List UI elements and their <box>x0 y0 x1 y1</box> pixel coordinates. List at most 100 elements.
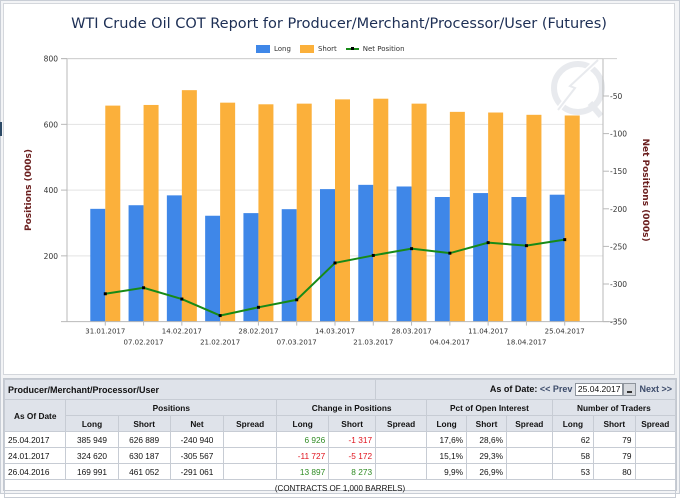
net-position-point <box>180 297 184 301</box>
table-row: 25.04.2017 385 949 626 889 -240 940 6 926 -1 … <box>3 431 677 448</box>
x-tick-label: 31.01.2017 <box>85 328 125 336</box>
net-position-point <box>448 251 452 255</box>
bar-long <box>396 186 412 322</box>
bar-short <box>335 99 350 322</box>
cell-chg-short: -1 317 <box>328 431 377 448</box>
cell-chg-spread <box>375 463 428 480</box>
table-row: 26.04.2016 169 991 461 052 -291 061 13 897 8 … <box>3 463 677 480</box>
chart-svg: 200 400 600 800 -350 -300 -250 -200 -150 -100 -50 3… <box>24 55 650 347</box>
legend-swatch-long <box>256 45 270 53</box>
subcol-header: Spread <box>375 415 428 432</box>
net-position-point <box>410 247 414 251</box>
prev-button[interactable]: << Prev <box>539 383 573 394</box>
group-positions: Positions <box>65 399 278 416</box>
cell-pct-short: 26,9% <box>466 463 507 480</box>
bar-short <box>411 103 427 322</box>
y2-tick-label: -300 <box>610 280 627 289</box>
cell-date: 25.04.2017 <box>3 431 67 448</box>
y-tick-label: 400 <box>44 186 59 195</box>
cell-date: 24.01.2017 <box>3 447 67 464</box>
y2-tick-label: -250 <box>610 242 627 251</box>
bar-long <box>511 197 527 322</box>
x-tick-label: 07.03.2017 <box>277 339 317 347</box>
net-position-point <box>563 238 567 242</box>
cell-pct-spread <box>505 431 553 448</box>
bar-long <box>434 197 450 322</box>
chart-title: WTI Crude Oil COT Report for Producer/Me… <box>71 16 607 32</box>
cell-net: -291 061 <box>169 463 225 480</box>
cell-short: 630 187 <box>117 447 171 464</box>
bar-short <box>105 105 121 322</box>
cell-net: -240 940 <box>169 431 225 448</box>
x-tick-label: 14.03.2017 <box>315 328 355 336</box>
calendar-dropdown-icon[interactable] <box>623 383 637 396</box>
cell-chg-spread <box>375 447 428 464</box>
table-row: 24.01.2017 324 620 630 187 -305 567 -11 727-… <box>3 447 677 464</box>
date-input[interactable]: 25.04.2017 <box>574 383 624 396</box>
cell-pct-short: 28,6% <box>466 431 507 448</box>
cot-table-panel: Producer/Merchant/Processor/User As of D… <box>3 378 677 498</box>
net-position-point <box>371 253 375 257</box>
cell-spread <box>223 463 278 480</box>
net-position-point <box>295 298 299 302</box>
x-tick-label: 21.03.2017 <box>353 339 393 347</box>
subcol-header: Short <box>466 415 507 432</box>
subcol-header: Net <box>169 415 225 432</box>
next-button[interactable]: Next >> <box>639 383 672 394</box>
group-pct-open-interest: Pct of Open Interest <box>426 399 553 416</box>
y2-tick-label: -150 <box>610 167 627 176</box>
cell-tr-short: 79 <box>593 447 636 464</box>
y2-tick-label: -200 <box>610 205 627 214</box>
bar-long <box>473 193 489 322</box>
legend-item-short[interactable]: Short <box>299 45 337 53</box>
bar-short <box>526 114 542 322</box>
y2-tick-label: -100 <box>610 130 627 139</box>
cell-tr-long: 58 <box>551 447 595 464</box>
y2-tick-label: -350 <box>610 318 627 327</box>
chart-legend: Long Short Net Position <box>256 43 414 55</box>
net-position-point <box>524 244 528 248</box>
x-tick-label: 14.02.2017 <box>162 328 202 336</box>
group-number-of-traders: Number of Traders <box>551 399 677 416</box>
bar-short <box>488 112 504 322</box>
subcol-header: Long <box>426 415 468 432</box>
cell-long: 169 991 <box>65 463 119 480</box>
legend-item-long[interactable]: Long <box>256 45 291 53</box>
cell-pct-long: 9,9% <box>426 463 468 480</box>
legend-item-net-position[interactable]: Net Position <box>345 45 405 53</box>
bar-long <box>358 184 374 322</box>
cell-tr-spread <box>634 463 677 480</box>
group-title: Producer/Merchant/Processor/User <box>3 379 377 400</box>
legend-label-short: Short <box>317 45 337 53</box>
cell-tr-long: 53 <box>551 463 595 480</box>
bar-short <box>296 103 312 322</box>
as-of-date-control: As of Date: << Prev 25.04.2017 Next >> <box>375 379 676 400</box>
bar-short <box>181 90 197 322</box>
y-tick-label: 200 <box>44 252 59 261</box>
cot-table: Producer/Merchant/Processor/User As of D… <box>3 379 677 498</box>
cell-tr-short: 80 <box>593 463 636 480</box>
legend-label-long: Long <box>274 45 291 53</box>
subcol-header: Spread <box>223 415 278 432</box>
net-position-point <box>142 286 146 290</box>
x-tick-label: 21.02.2017 <box>200 339 240 347</box>
y2-tick-label: -50 <box>610 92 622 101</box>
cell-short: 461 052 <box>117 463 171 480</box>
cell-chg-long: -11 727 <box>276 447 330 464</box>
subcol-header: Long <box>551 415 595 432</box>
cell-long: 324 620 <box>65 447 119 464</box>
bar-long <box>281 209 297 322</box>
subcol-header: Short <box>117 415 171 432</box>
cell-spread <box>223 447 278 464</box>
x-tick-label: 28.02.2017 <box>238 328 278 336</box>
net-position-point <box>103 292 107 296</box>
cell-pct-long: 15,1% <box>426 447 468 464</box>
axes-layer: 200 400 600 800 -350 -300 -250 -200 -150 -100 -50 3… <box>44 55 628 347</box>
x-tick-label: 07.02.2017 <box>124 339 164 347</box>
cell-pct-spread <box>505 463 553 480</box>
cell-tr-short: 79 <box>593 431 636 448</box>
cell-long: 385 949 <box>65 431 119 448</box>
subcol-header: Short <box>593 415 636 432</box>
x-tick-label: 18.04.2017 <box>506 339 546 347</box>
cell-chg-long: 13 897 <box>276 463 330 480</box>
